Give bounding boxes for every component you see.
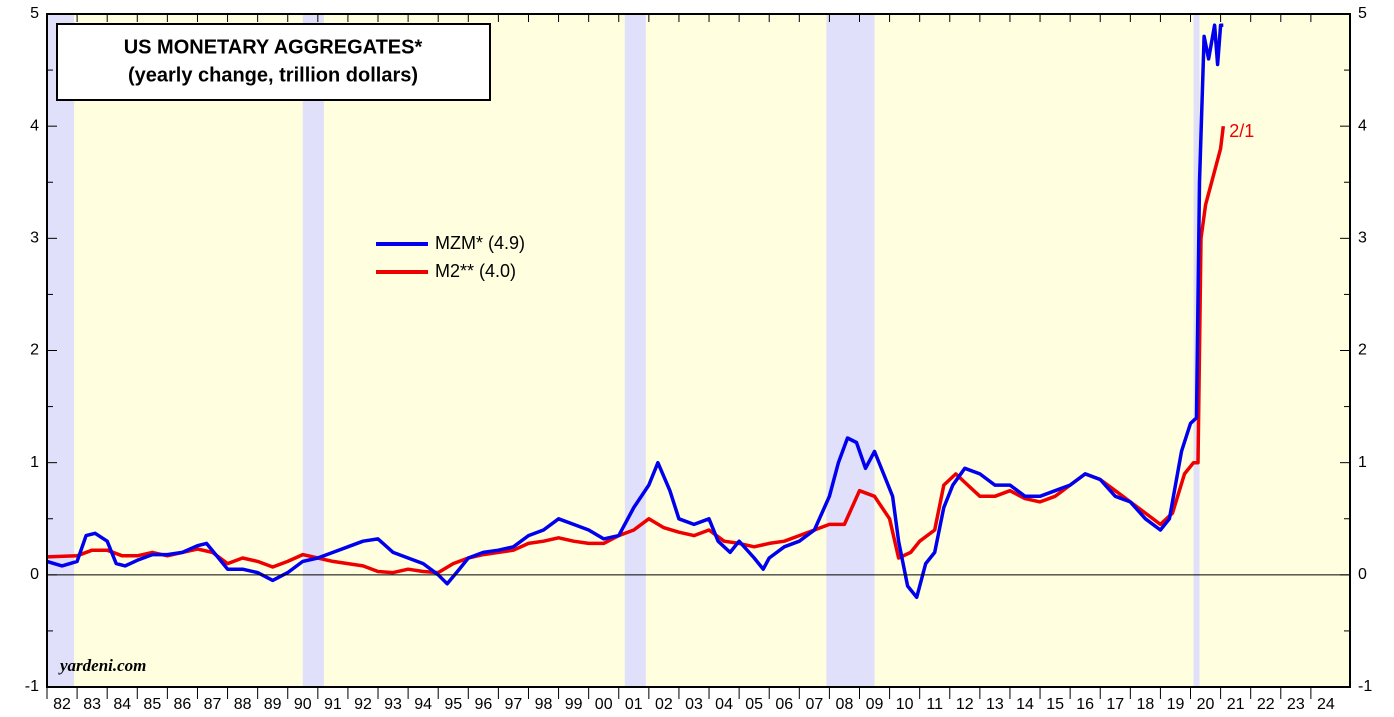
title-box bbox=[56, 23, 491, 101]
x-tick-label: 12 bbox=[956, 696, 974, 713]
x-tick-label: 83 bbox=[83, 696, 101, 713]
x-tick-label: 24 bbox=[1317, 696, 1335, 713]
x-tick-label: 20 bbox=[1197, 696, 1215, 713]
x-tick-label: 91 bbox=[324, 696, 342, 713]
x-tick-label: 95 bbox=[444, 696, 462, 713]
y-tick-label-right: 2 bbox=[1358, 342, 1367, 359]
recession-band bbox=[624, 14, 646, 687]
x-tick-label: 94 bbox=[414, 696, 432, 713]
legend-label: M2** (4.0) bbox=[435, 261, 516, 281]
plot bbox=[46, 23, 1226, 600]
x-tick-label: 17 bbox=[1106, 696, 1124, 713]
y-tick-label: 1 bbox=[30, 454, 39, 471]
y-tick-label-right: 1 bbox=[1358, 454, 1367, 471]
recession-band bbox=[302, 14, 324, 687]
y-tick-label-right: 5 bbox=[1358, 5, 1367, 22]
x-tick-label: 92 bbox=[354, 696, 372, 713]
x-tick-label: 82 bbox=[53, 696, 71, 713]
x-tick-label: 19 bbox=[1167, 696, 1185, 713]
x-tick-label: 06 bbox=[775, 696, 793, 713]
legend-label: MZM* (4.9) bbox=[435, 233, 525, 253]
x-tick-label: 07 bbox=[805, 696, 823, 713]
x-tick-label: 18 bbox=[1136, 696, 1154, 713]
annotation: 2/1 bbox=[1229, 121, 1254, 141]
x-tick-label: 97 bbox=[505, 696, 523, 713]
x-tick-label: 08 bbox=[836, 696, 854, 713]
x-tick-label: 09 bbox=[866, 696, 884, 713]
plot-background bbox=[47, 14, 1350, 687]
y-tick-label: 4 bbox=[30, 117, 39, 134]
x-tick-label: 00 bbox=[595, 696, 613, 713]
x-tick-label: 03 bbox=[685, 696, 703, 713]
x-tick-label: 15 bbox=[1046, 696, 1064, 713]
y-tick-label-right: -1 bbox=[1358, 678, 1372, 695]
x-tick-label: 02 bbox=[655, 696, 673, 713]
x-tick-label: 10 bbox=[896, 696, 914, 713]
recession-band bbox=[826, 14, 875, 687]
x-tick-label: 98 bbox=[535, 696, 553, 713]
source: yardeni.com bbox=[58, 656, 146, 675]
x-tick-label: 99 bbox=[565, 696, 583, 713]
series-line bbox=[46, 23, 1224, 600]
y-tick-label: 2 bbox=[30, 342, 39, 359]
x-tick-label: 23 bbox=[1287, 696, 1305, 713]
x-tick-label: 96 bbox=[474, 696, 492, 713]
chart-title: US MONETARY AGGREGATES* bbox=[124, 36, 423, 58]
x-tick-label: 89 bbox=[264, 696, 282, 713]
x-tick-label: 85 bbox=[143, 696, 161, 713]
x-tick-label: 84 bbox=[113, 696, 131, 713]
x-tick-label: 21 bbox=[1227, 696, 1245, 713]
y-tick-label: 0 bbox=[30, 566, 39, 583]
x-tick-label: 05 bbox=[745, 696, 763, 713]
x-tick-label: 88 bbox=[234, 696, 252, 713]
plot-area bbox=[47, 14, 1350, 687]
x-tick-label: 16 bbox=[1076, 696, 1094, 713]
y-tick-label-right: 3 bbox=[1358, 230, 1367, 247]
x-tick-label: 22 bbox=[1257, 696, 1275, 713]
plot-frame bbox=[46, 13, 1351, 688]
x-tick-label: 87 bbox=[204, 696, 222, 713]
y-tick-label: 3 bbox=[30, 230, 39, 247]
x-tick-label: 93 bbox=[384, 696, 402, 713]
x-tick-label: 01 bbox=[625, 696, 643, 713]
y-tick-label-right: 4 bbox=[1358, 117, 1367, 134]
x-tick-label: 14 bbox=[1016, 696, 1034, 713]
x-tick-label: 11 bbox=[926, 696, 943, 713]
y-tick-label-right: 0 bbox=[1358, 566, 1367, 583]
x-tick-label: 90 bbox=[294, 696, 312, 713]
x-tick-label: 04 bbox=[715, 696, 733, 713]
y-tick-label: 5 bbox=[30, 5, 39, 22]
x-tick-label: 86 bbox=[174, 696, 192, 713]
y-tick-label: -1 bbox=[25, 678, 39, 695]
chart-subtitle: (yearly change, trillion dollars) bbox=[128, 64, 418, 86]
x-tick-label: 13 bbox=[986, 696, 1004, 713]
